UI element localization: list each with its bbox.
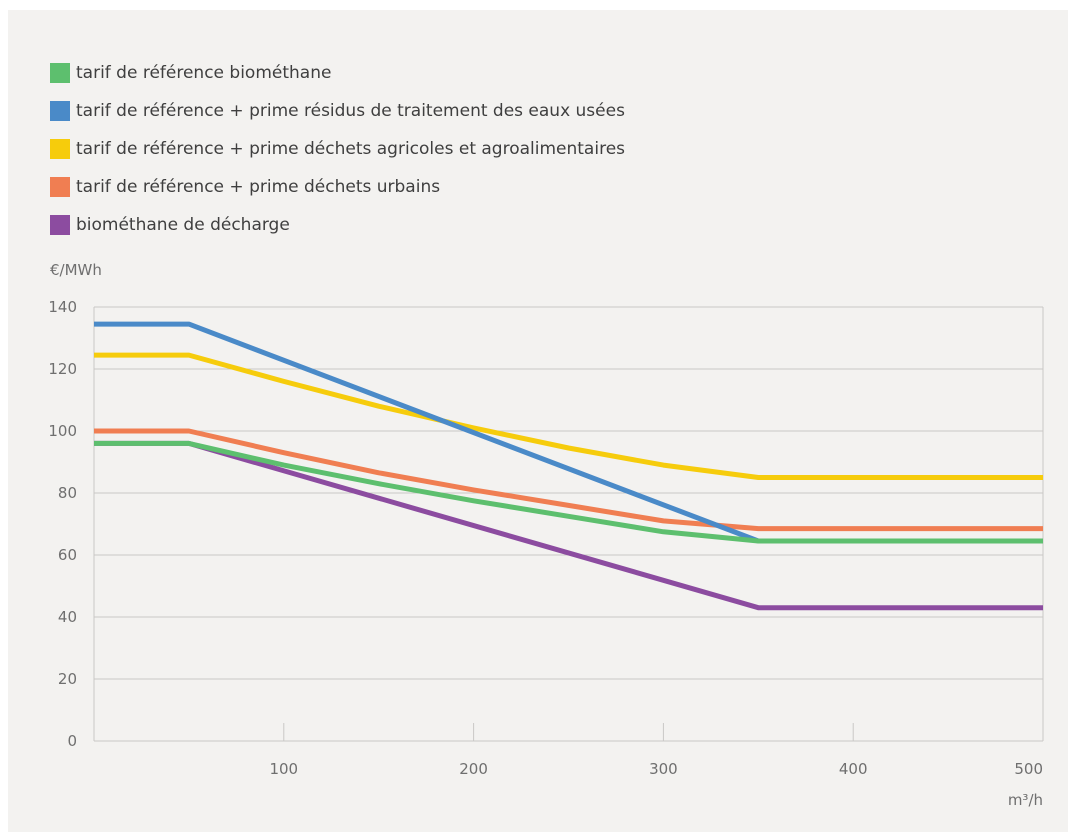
legend-swatch — [50, 177, 70, 197]
legend-item: tarif de référence biométhane — [50, 54, 625, 92]
legend-swatch — [50, 215, 70, 235]
grid-lines — [93, 306, 1044, 742]
legend-label: tarif de référence biométhane — [76, 63, 332, 83]
y-axis-title: €/MWh — [50, 261, 102, 279]
legend-label: tarif de référence + prime déchets urbai… — [76, 177, 441, 197]
x-axis: 100 200 300 400 500 — [269, 723, 1044, 778]
y-tick-label: 120 — [48, 360, 77, 378]
y-tick-label: 0 — [67, 732, 77, 750]
series-line — [94, 440, 1043, 544]
x-tick-label: 100 — [269, 760, 298, 778]
legend-swatch — [50, 63, 70, 83]
legend-label: tarif de référence + prime résidus de tr… — [76, 101, 625, 121]
legend-swatch — [50, 139, 70, 159]
series-line — [94, 352, 1043, 480]
legend-item: tarif de référence + prime déchets urbai… — [50, 168, 625, 206]
legend-label: biométhane de décharge — [76, 215, 290, 235]
y-tick-label: 80 — [58, 484, 77, 502]
series-line — [94, 321, 760, 544]
y-tick-label: 20 — [58, 670, 77, 688]
legend-item: tarif de référence + prime résidus de tr… — [50, 92, 625, 130]
series-lines — [94, 321, 1043, 611]
legend-label: tarif de référence + prime déchets agric… — [76, 139, 626, 159]
legend-swatch — [50, 101, 70, 121]
chart-panel — [8, 10, 1068, 832]
y-tick-label: 60 — [58, 546, 77, 564]
x-tick-label: 500 — [1014, 760, 1043, 778]
y-tick-label: 40 — [58, 608, 77, 626]
x-axis-title: m³/h — [1008, 791, 1043, 809]
series-line — [94, 428, 1043, 532]
x-tick-label: 400 — [839, 760, 868, 778]
x-tick-label: 200 — [459, 760, 488, 778]
chart-legend: tarif de référence biométhane tarif de ré… — [50, 54, 625, 244]
y-tick-label: 100 — [48, 422, 77, 440]
y-tick-label: 140 — [48, 298, 77, 316]
legend-item: biométhane de décharge — [50, 206, 625, 244]
legend-item: tarif de référence + prime déchets agric… — [50, 130, 625, 168]
y-axis-labels: 0 20 40 60 80 100 120 140 — [48, 298, 77, 750]
x-tick-label: 300 — [649, 760, 678, 778]
